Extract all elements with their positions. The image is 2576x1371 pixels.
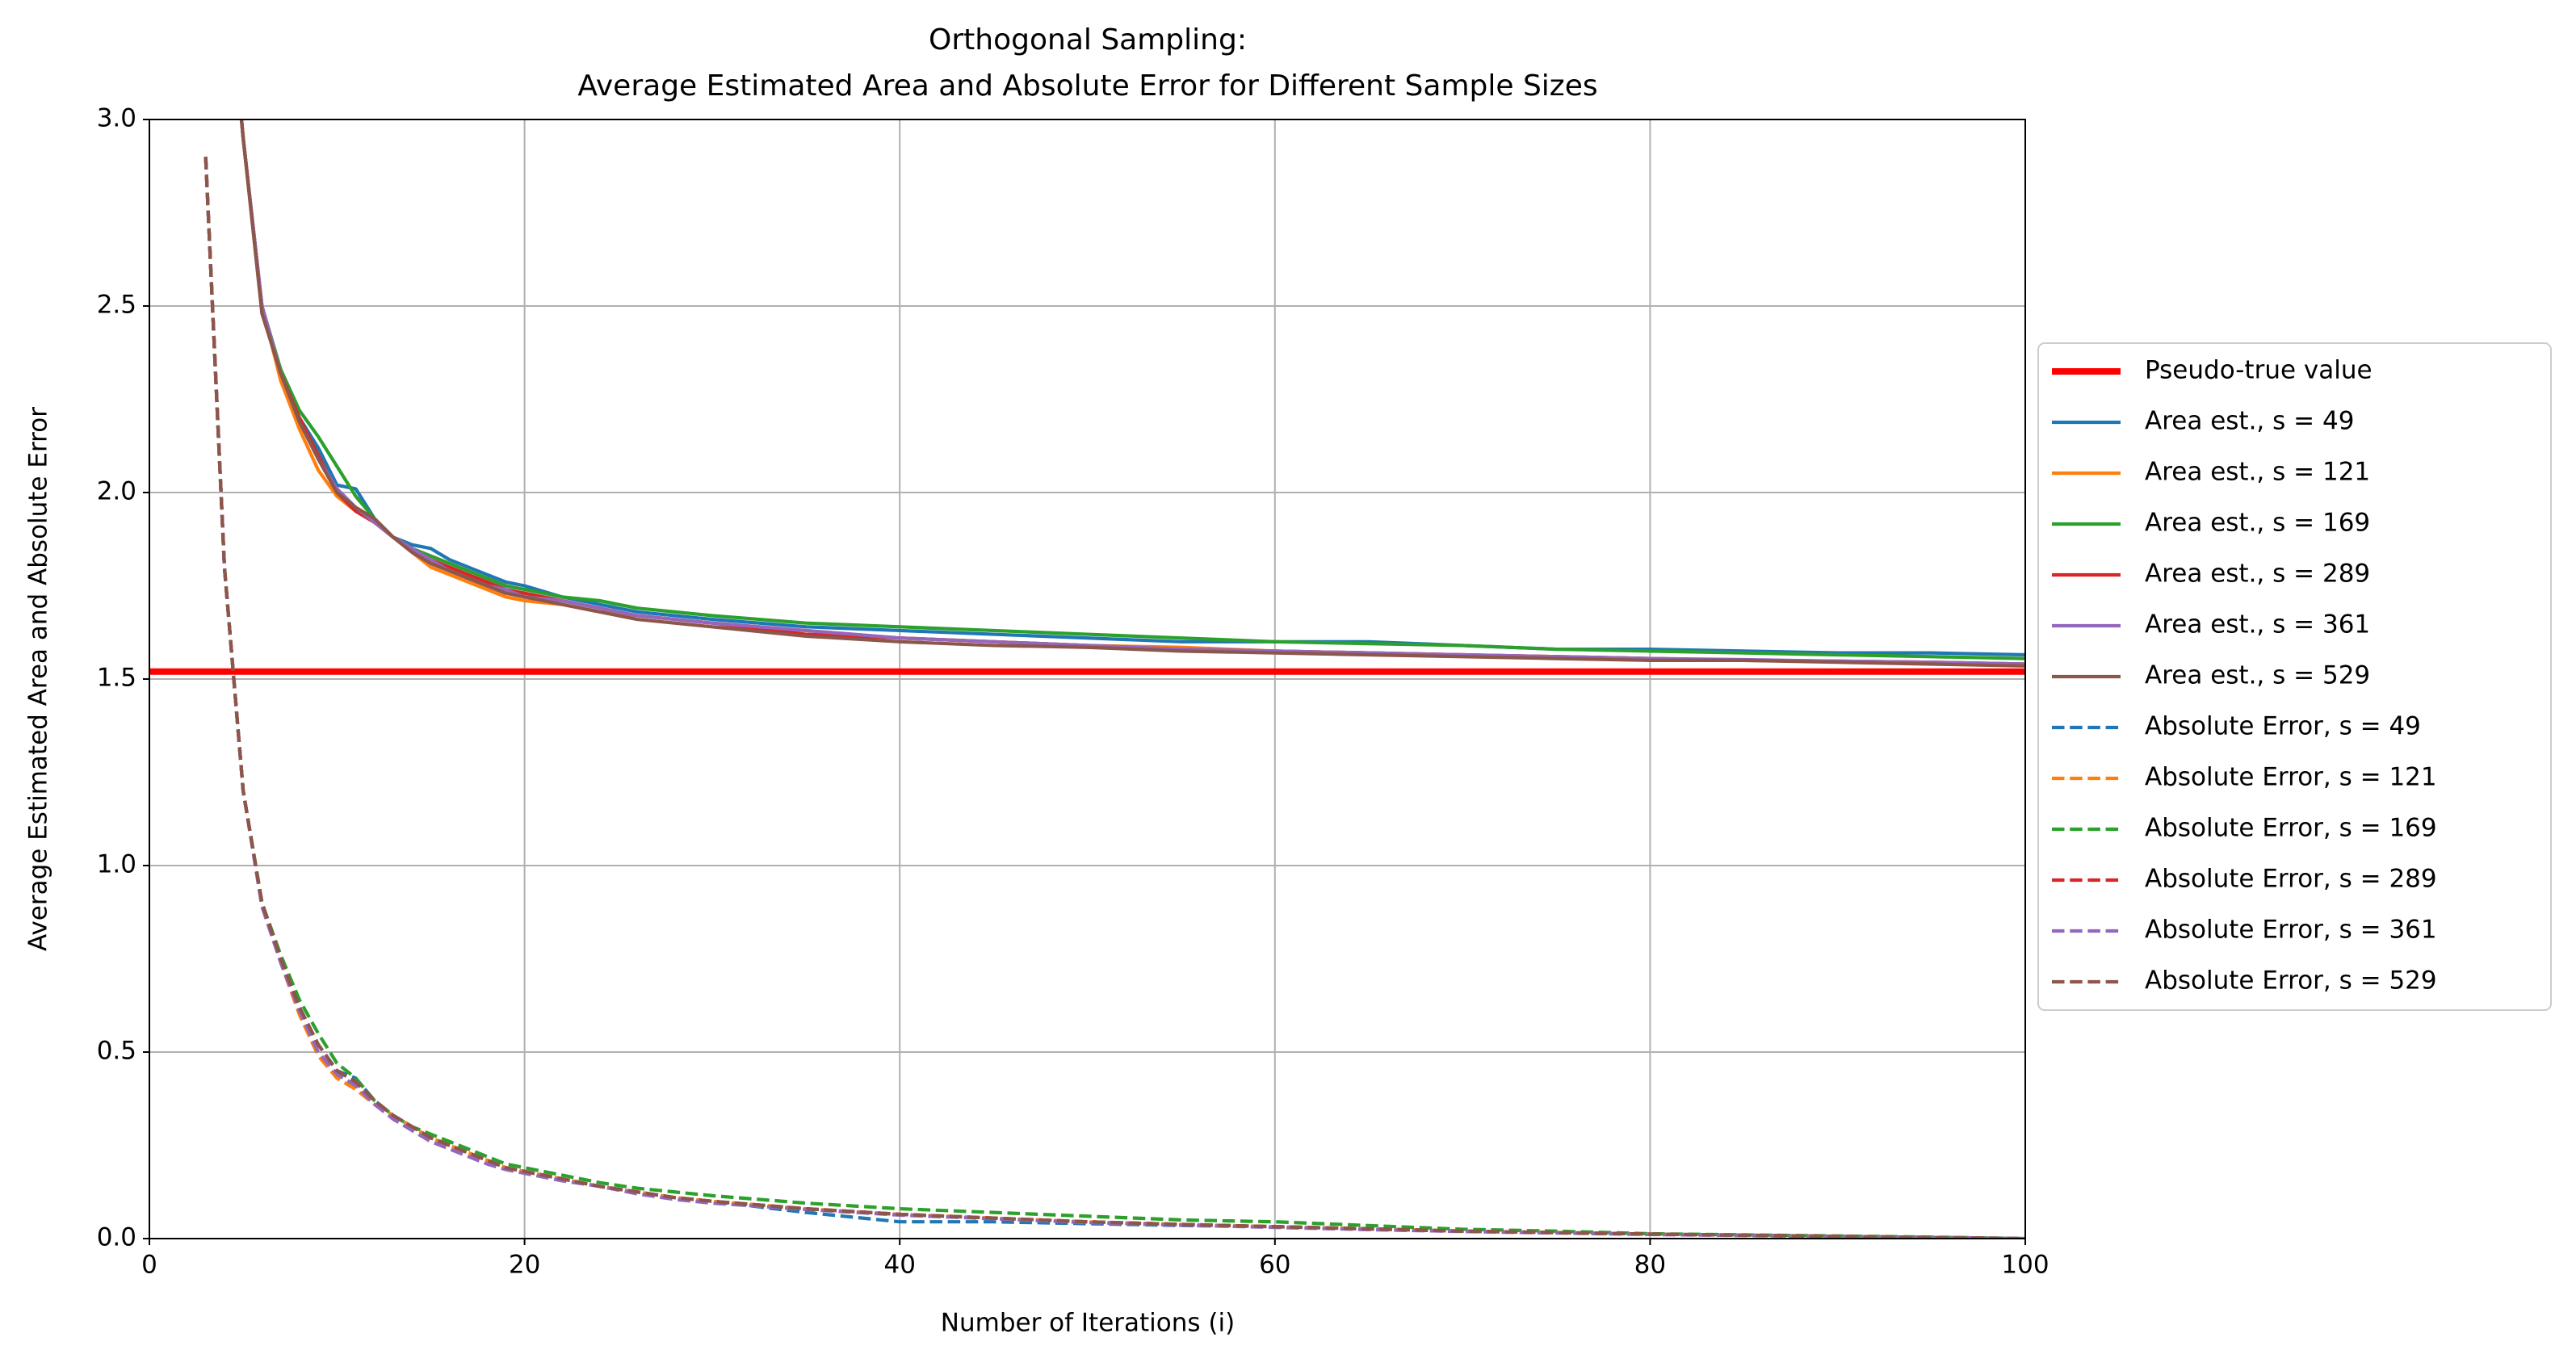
chart-title: Orthogonal Sampling: [929,23,1247,57]
series-line [239,119,2025,668]
legend-label: Area est., s = 529 [2145,661,2370,690]
x-tick-label: 60 [1259,1251,1290,1280]
series-line [203,157,2025,1239]
x-tick-label: 20 [509,1251,540,1280]
legend: Pseudo-true value Area est., s = 49 Area e… [2052,356,2437,996]
y-tick-label: 1.0 [97,850,136,879]
chart-subtitle: Average Estimated Area and Absolute Erro… [577,69,1597,103]
legend-label: Absolute Error, s = 49 [2145,712,2421,741]
legend-label: Absolute Error, s = 121 [2145,763,2437,792]
y-tick-label: 0.0 [97,1223,136,1252]
legend-label: Area est., s = 289 [2145,560,2370,589]
series-line [203,157,2025,1239]
plot-area [149,119,2025,1239]
legend-label: Absolute Error, s = 169 [2145,814,2437,843]
legend-label: Area est., s = 49 [2145,407,2354,436]
legend-label: Pseudo-true value [2145,356,2373,385]
legend-label: Area est., s = 361 [2145,610,2370,639]
y-tick-label: 0.5 [97,1037,136,1066]
x-tick-label: 0 [141,1251,157,1280]
legend-label: Absolute Error, s = 361 [2145,916,2437,945]
ticks: 0 20 40 60 80 100 0.0 0.5 1.0 1.5 2.0 2.5 3.0 [97,104,2049,1280]
y-tick-label: 3.0 [97,104,136,133]
y-tick-label: 1.5 [97,664,136,693]
legend-label: Area est., s = 169 [2145,509,2370,538]
x-tick-label: 40 [883,1251,915,1280]
x-axis-label: Number of Iterations (i) [941,1309,1235,1338]
legend-box [2037,342,2552,1011]
y-tick-label: 2.0 [97,477,136,506]
series-line [203,157,2025,1239]
x-tick-label: 100 [2001,1251,2049,1280]
legend-label: Absolute Error, s = 289 [2145,865,2437,894]
legend-label: Area est., s = 121 [2145,458,2370,487]
legend-label: Absolute Error, s = 529 [2145,966,2437,996]
series-line [239,119,2025,660]
y-axis-label: Average Estimated Area and Absolute Erro… [24,407,53,951]
y-tick-label: 2.5 [97,291,136,320]
x-tick-label: 80 [1634,1251,1666,1280]
